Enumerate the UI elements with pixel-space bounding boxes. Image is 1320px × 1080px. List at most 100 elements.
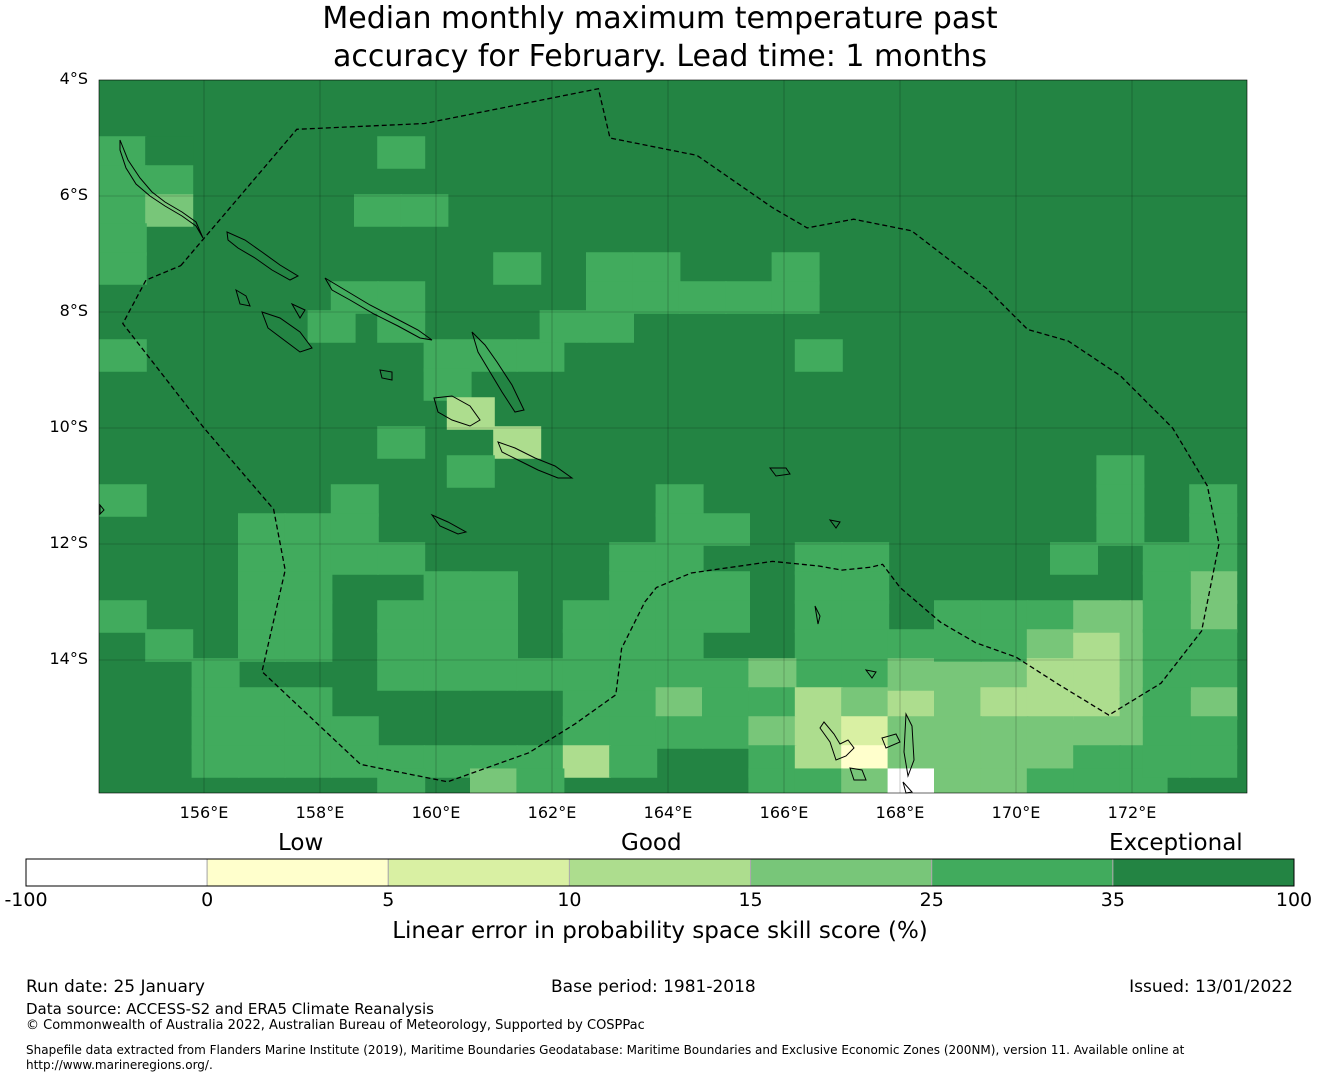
longitude-label: 168°E — [875, 803, 925, 822]
grid-cell — [470, 571, 518, 604]
grid-cell — [562, 716, 611, 749]
grid-cell — [980, 687, 1029, 720]
grid-cell — [307, 310, 356, 343]
grid-cell — [934, 687, 982, 720]
grid-cell — [980, 629, 1029, 662]
grid-cell — [1026, 658, 1075, 691]
grid-cell — [609, 542, 658, 575]
grid-cell — [1142, 745, 1191, 778]
grid-cell — [887, 768, 936, 793]
grid-cell — [609, 745, 658, 778]
grid-cell — [191, 658, 240, 691]
legend-swatch — [387, 858, 570, 887]
grid-cell — [423, 368, 472, 401]
grid-cell — [284, 600, 333, 633]
grid-cell — [794, 658, 843, 691]
grid-cell — [934, 600, 982, 633]
legend-tick-label: 35 — [1100, 889, 1125, 911]
grid-cell — [99, 339, 147, 372]
legend-category-exceptional: Exceptional — [1109, 830, 1243, 856]
grid-cell — [238, 687, 286, 720]
legend-swatch — [931, 858, 1114, 887]
island-outline — [99, 503, 105, 516]
grid-cell — [586, 310, 634, 343]
island-outline — [290, 302, 306, 319]
latitude-label: 14°S — [49, 649, 88, 668]
legend-tick-label: 15 — [738, 889, 763, 911]
grid-cell — [1096, 455, 1145, 488]
grid-cell — [794, 571, 843, 604]
grid-cell — [470, 629, 518, 662]
grid-cell — [99, 484, 147, 517]
grid-cell — [771, 252, 820, 285]
grid-cell — [702, 513, 750, 546]
island-outline — [379, 369, 393, 381]
grid-cell — [493, 252, 542, 285]
grid-cell — [423, 600, 472, 633]
grid-cell — [1026, 687, 1075, 720]
latitude-label: 10°S — [49, 417, 88, 436]
shapefile-credit-line-2: http://www.marineregions.org/. — [26, 1058, 213, 1072]
grid-cell — [655, 542, 704, 575]
grid-cell — [794, 542, 843, 575]
grid-cell — [284, 513, 333, 546]
grid-cell — [655, 658, 704, 691]
latitude-label: 6°S — [59, 185, 88, 204]
grid-cell — [980, 716, 1029, 749]
grid-cell — [1026, 768, 1075, 793]
grid-cell — [145, 136, 194, 169]
latitude-label: 4°S — [59, 69, 88, 88]
grid-cell — [99, 165, 147, 198]
grid-cell — [284, 745, 333, 778]
grid-cell — [1142, 542, 1191, 575]
grid-cell — [562, 658, 611, 691]
grid-cell — [99, 252, 147, 285]
grid-cell — [377, 629, 426, 662]
longitude-label: 158°E — [295, 803, 345, 822]
grid-cell — [400, 194, 449, 227]
grid-cell — [423, 571, 472, 604]
grid-cell — [655, 687, 704, 720]
grid-cell — [980, 658, 1029, 691]
latitude-label: 8°S — [59, 301, 88, 320]
title-line-2: accuracy for February. Lead time: 1 mont… — [332, 39, 988, 74]
legend-frame — [25, 858, 1295, 887]
grid-cell — [841, 687, 890, 720]
grid-cell — [493, 426, 542, 459]
grid-cell — [284, 687, 333, 720]
grid-cell — [1189, 600, 1238, 633]
map-svg — [25, 79, 1295, 887]
island-outline — [903, 712, 915, 778]
legend-swatch — [568, 858, 752, 887]
grid-cell — [794, 716, 843, 749]
grid-cell — [841, 600, 890, 633]
grid-cell — [377, 768, 426, 793]
grid-cell — [470, 600, 518, 633]
issued-date: Issued: 13/01/2022 — [1129, 977, 1293, 997]
grid-cell — [99, 136, 147, 169]
grid-cell — [1189, 513, 1238, 546]
island-outline — [471, 331, 525, 413]
grid-cell — [586, 252, 634, 285]
grid-cell — [655, 484, 704, 517]
grid-cell — [1073, 658, 1122, 691]
grid-cell — [1096, 484, 1145, 517]
grid-cell — [1189, 745, 1238, 778]
grid-cell — [702, 716, 750, 749]
grid-cell — [1142, 716, 1191, 749]
grid-cell — [423, 745, 472, 778]
map-frame — [98, 79, 1248, 794]
eez-boundary — [122, 87, 1220, 783]
grid-cell — [841, 716, 890, 749]
grid-cell — [191, 716, 240, 749]
latitude-label: 12°S — [49, 533, 88, 552]
grid-cell — [702, 571, 750, 604]
grid-cell — [655, 716, 704, 749]
data-source: Data source: ACCESS-S2 and ERA5 Climate … — [26, 1000, 434, 1018]
grid-cell — [1142, 658, 1191, 691]
island-outline — [819, 721, 855, 761]
grid-cell — [470, 658, 518, 691]
island-outline — [769, 467, 791, 477]
grid-cell — [794, 629, 843, 662]
longitude-label: 156°E — [179, 803, 229, 822]
